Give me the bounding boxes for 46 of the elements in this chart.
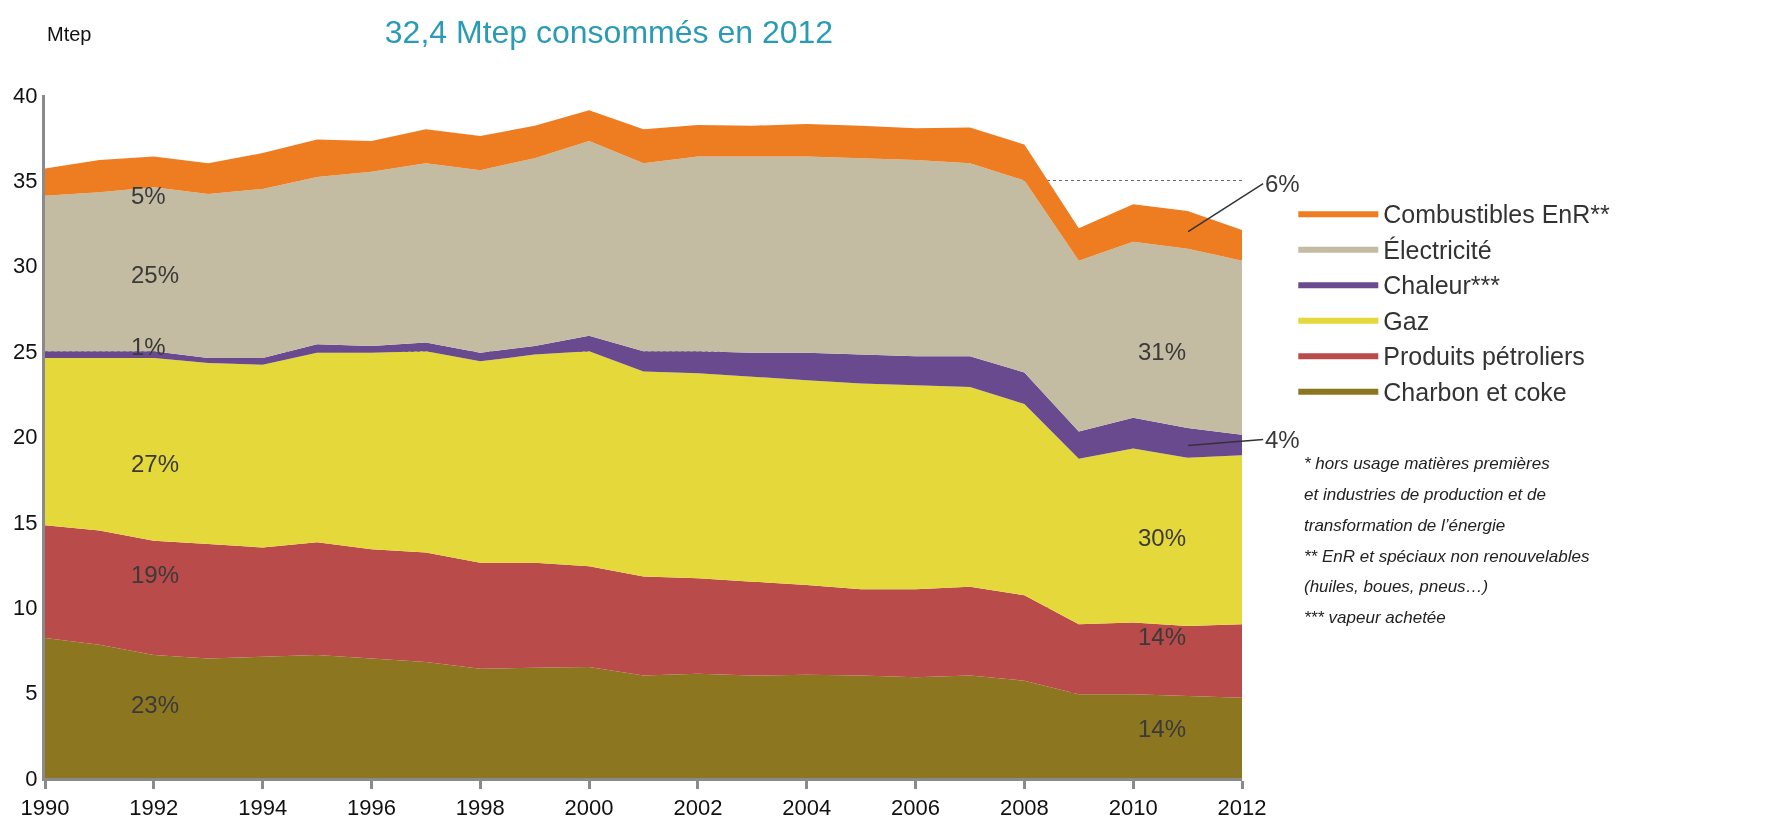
y-axis-title: Mtep xyxy=(47,23,92,45)
y-tick-label: 20 xyxy=(13,424,38,450)
x-tick-label: 1994 xyxy=(238,795,288,821)
y-tick-label: 0 xyxy=(25,765,38,791)
text: ** EnR et spéciaux non renouvelables xyxy=(1304,547,1590,566)
legend-label: Électricité xyxy=(1383,235,1492,264)
annotation: 30% xyxy=(1138,524,1187,551)
x-tick-label: 2002 xyxy=(673,795,723,821)
text: et industries de production et de xyxy=(1304,485,1546,504)
x-tick-label: 2010 xyxy=(1108,795,1158,821)
y-tick-label: 25 xyxy=(13,338,38,364)
x-tick-label: 1990 xyxy=(20,795,70,821)
text: (huiles, boues, pneus…) xyxy=(1304,577,1489,596)
x-tick-label: 2000 xyxy=(564,795,614,821)
x-tick-label: 2012 xyxy=(1217,795,1267,821)
chart-title: 32,4 Mtep consommés en 2012 xyxy=(384,14,834,51)
y-tick-label: 5 xyxy=(25,680,38,706)
annotation: 14% xyxy=(1138,623,1187,650)
legend-label: Charbon et coke xyxy=(1383,377,1567,406)
annotation: 25% xyxy=(131,261,180,288)
text: transformation de l’énergie xyxy=(1304,516,1506,535)
text: *** vapeur achetée xyxy=(1304,608,1446,627)
y-tick-label: 35 xyxy=(13,168,38,194)
text: 6% xyxy=(1265,170,1300,197)
annotation: 27% xyxy=(131,450,180,477)
x-tick-label: 1998 xyxy=(455,795,505,821)
x-tick-label: 1996 xyxy=(346,795,396,821)
legend-label: Gaz xyxy=(1383,306,1430,335)
annotation: 23% xyxy=(131,691,180,718)
y-tick-label: 10 xyxy=(13,594,38,620)
annotation: 31% xyxy=(1138,338,1187,365)
legend-label: Produits pétroliers xyxy=(1383,342,1585,371)
x-tick-label: 2008 xyxy=(999,795,1049,821)
y-tick-label: 40 xyxy=(13,82,38,108)
x-tick-label: 1992 xyxy=(129,795,179,821)
legend-label: Chaleur*** xyxy=(1383,271,1501,300)
y-tick-label: 15 xyxy=(13,509,38,535)
text: * hors usage matières premières xyxy=(1304,454,1551,473)
text: 4% xyxy=(1265,426,1300,453)
y-tick-label: 30 xyxy=(13,253,38,279)
annotation: 19% xyxy=(131,561,180,588)
x-tick-label: 2006 xyxy=(891,795,941,821)
x-tick-label: 2004 xyxy=(782,795,832,821)
annotation: 14% xyxy=(1138,715,1187,742)
annotation: 5% xyxy=(131,182,166,209)
legend-label: Combustibles EnR** xyxy=(1383,200,1611,229)
